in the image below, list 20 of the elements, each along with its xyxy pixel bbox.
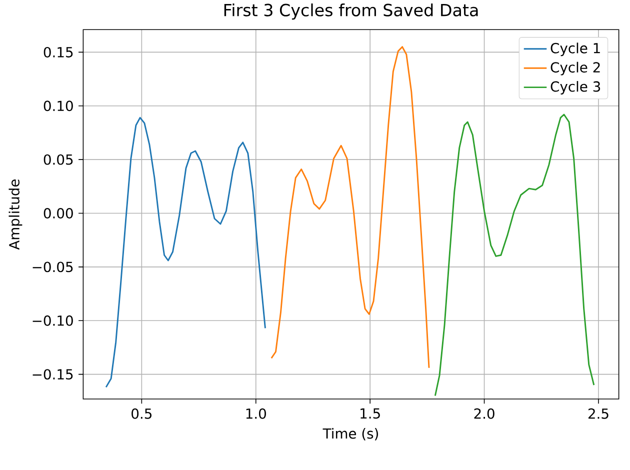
y-tick-label: 0.15 bbox=[44, 46, 73, 58]
y-tick-label: 0.05 bbox=[44, 154, 73, 165]
x-tick-label: 0.5 bbox=[132, 408, 152, 419]
x-tick-label: 2.0 bbox=[474, 408, 494, 419]
legend-label: Cycle 2 bbox=[550, 62, 600, 76]
x-tick-label: 1.5 bbox=[360, 408, 380, 419]
x-tick-label: 1.0 bbox=[246, 408, 266, 419]
x-tick-label: 2.5 bbox=[588, 408, 608, 419]
legend-label: Cycle 3 bbox=[550, 81, 600, 94]
x-axis-title: Time (s) bbox=[322, 428, 378, 440]
legend-label: Cycle 1 bbox=[550, 42, 600, 56]
y-tick-label: −0.15 bbox=[32, 369, 73, 380]
y-tick-label: 0.10 bbox=[44, 100, 73, 112]
y-axis-title: Amplitude bbox=[8, 180, 22, 250]
y-tick-label: −0.10 bbox=[32, 315, 73, 326]
y-tick-label: −0.05 bbox=[32, 262, 73, 272]
chart-title: First 3 Cycles from Saved Data bbox=[224, 3, 478, 20]
line-series bbox=[434, 114, 595, 397]
line-series bbox=[105, 116, 266, 388]
y-tick-label: 0.00 bbox=[44, 208, 73, 218]
